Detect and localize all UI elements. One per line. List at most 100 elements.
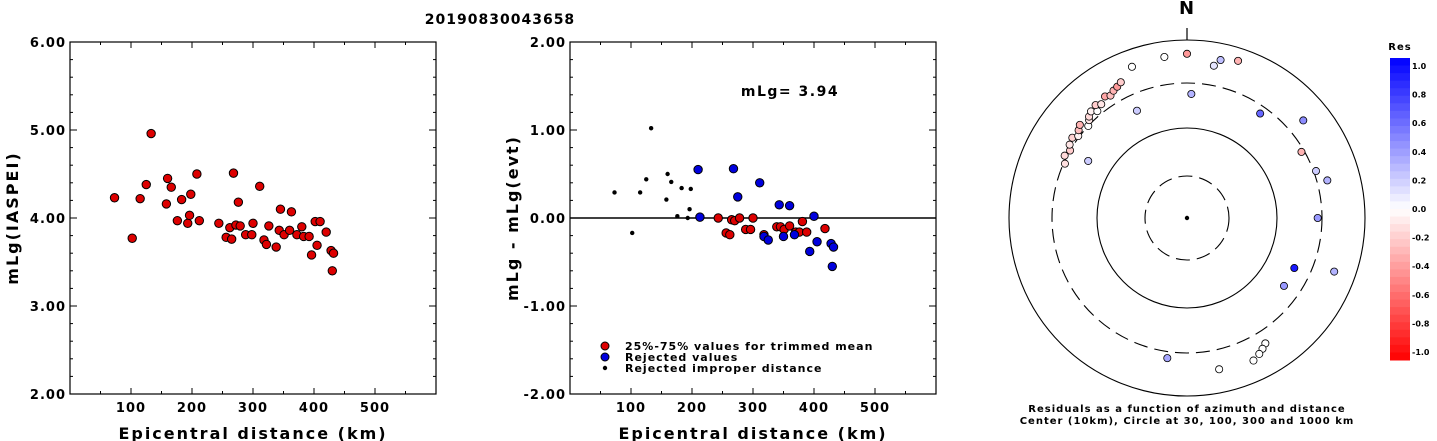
station-marker	[1209, 61, 1218, 70]
data-point	[233, 197, 244, 207]
data-point	[264, 221, 274, 231]
y-tick-label: 1.00	[530, 124, 566, 139]
data-point	[183, 218, 193, 228]
colorbar-segment	[1390, 254, 1410, 263]
panel-azimuth-residuals: N Residuals as a function of azimuth and…	[1008, 0, 1430, 427]
colorbar-tick-label: -0.2	[1412, 234, 1430, 243]
colorbar-segment	[1390, 216, 1410, 225]
x-tick-label: 400	[299, 401, 329, 416]
y-tick-label: 5.00	[30, 124, 66, 139]
colorbar-segment	[1390, 352, 1410, 361]
chart-title: 20190830043658	[425, 12, 575, 28]
plot2-ticks: 100 200 300 400 500 -2.00 -1.00 0.00 1.00 2.00	[524, 36, 936, 416]
x-tick-label: 300	[738, 401, 768, 416]
x-tick-label: 200	[177, 401, 207, 416]
data-point-improper	[687, 207, 692, 212]
colorbar-tick-label: -0.4	[1412, 262, 1430, 271]
y-tick-label: 3.00	[30, 300, 66, 315]
station-marker	[1290, 264, 1299, 273]
y-tick-label: 0.00	[530, 212, 566, 227]
station-marker	[1075, 120, 1084, 129]
data-point	[315, 216, 325, 227]
colorbar-segment	[1390, 118, 1410, 127]
colorbar-segment	[1390, 141, 1410, 150]
station-marker	[1065, 140, 1074, 149]
colorbar-segment	[1390, 201, 1410, 210]
data-point	[271, 242, 281, 252]
ring-30km	[1144, 175, 1230, 261]
y-tick-label: -1.00	[524, 300, 566, 315]
data-point	[184, 210, 195, 221]
plot1-x-axis-label: Epicentral distance (km)	[118, 424, 387, 441]
colorbar-segment	[1390, 133, 1410, 142]
colorbar-segment	[1390, 156, 1410, 165]
station-marker	[1187, 89, 1196, 98]
colorbar-tick-label: 0.0	[1412, 205, 1427, 214]
x-tick-label: 300	[238, 401, 268, 416]
data-point	[284, 225, 295, 236]
data-point	[321, 227, 331, 237]
y-tick-label: 2.00	[30, 388, 66, 403]
station-marker	[1249, 356, 1258, 365]
station-marker	[1060, 151, 1069, 160]
station-marker	[1127, 62, 1136, 71]
plot1-frame	[69, 41, 437, 395]
colorbar-segment	[1390, 171, 1410, 180]
data-point	[812, 237, 822, 247]
colorbar-tick-label: 0.4	[1412, 148, 1427, 157]
data-point	[789, 230, 800, 240]
data-point	[713, 213, 723, 223]
data-point-improper	[685, 215, 690, 221]
polar-stations	[1060, 49, 1339, 374]
colorbar-segment	[1390, 178, 1410, 187]
colorbar-title: Res	[1388, 42, 1411, 53]
legend-marker	[600, 352, 610, 362]
y-tick-label: 6.00	[30, 36, 66, 51]
colorbar-segment	[1390, 284, 1410, 293]
colorbar-segment	[1390, 58, 1410, 67]
data-point	[141, 179, 151, 190]
colorbar-segment	[1390, 193, 1410, 202]
data-point-improper	[637, 190, 643, 195]
north-label: N	[1179, 0, 1195, 19]
colorbar-segment	[1390, 299, 1410, 308]
station-marker	[1256, 109, 1265, 118]
station-marker	[1330, 267, 1339, 276]
station-marker	[1163, 354, 1172, 363]
data-point	[797, 216, 808, 227]
polar-rings	[1008, 28, 1366, 397]
plot2-x-axis-label: Epicentral distance (km)	[618, 424, 887, 441]
data-point	[194, 215, 205, 226]
station-marker	[1084, 156, 1093, 165]
data-point	[805, 246, 815, 257]
plot1-points	[109, 128, 339, 276]
colorbar-segment	[1390, 269, 1410, 278]
data-point	[214, 218, 224, 228]
station-marker	[1323, 176, 1332, 185]
station-marker	[1160, 52, 1169, 61]
data-point	[745, 224, 756, 235]
data-point	[820, 223, 830, 234]
data-point	[801, 227, 812, 237]
data-point	[186, 189, 196, 199]
data-point	[778, 231, 789, 242]
data-point	[127, 233, 137, 243]
data-point	[827, 261, 837, 272]
data-point	[733, 192, 743, 202]
colorbar-segment	[1390, 209, 1410, 218]
data-point	[255, 181, 265, 192]
data-point	[306, 250, 317, 260]
x-tick-label: 200	[677, 401, 707, 416]
data-point	[784, 221, 795, 231]
legend-label: Rejected improper distance	[625, 362, 822, 375]
data-point	[248, 218, 258, 228]
y-tick-label: -2.00	[524, 388, 566, 403]
colorbar-segment	[1390, 148, 1410, 157]
colorbar-segment	[1390, 88, 1410, 97]
data-point	[235, 221, 245, 231]
data-point	[784, 200, 795, 211]
colorbar-segment	[1390, 261, 1410, 270]
station-marker	[1216, 56, 1225, 65]
legend-marker	[600, 341, 610, 351]
